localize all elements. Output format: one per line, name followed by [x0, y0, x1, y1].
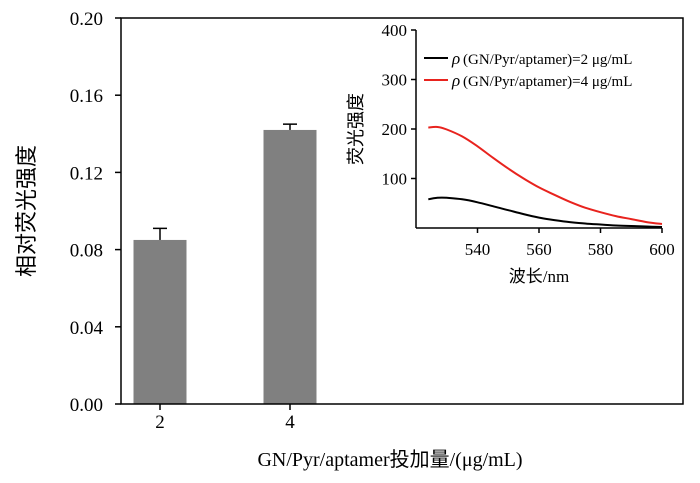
- inset-y-tick-label: 200: [382, 120, 408, 139]
- inset-legend: ρ (GN/Pyr/aptamer)=2 μg/mLρ (GN/Pyr/aptame…: [424, 49, 632, 90]
- inset-x-axis-label: 波长/nm: [509, 267, 569, 286]
- inset-x-tick-label: 580: [588, 240, 614, 259]
- bar-chart-frame: [120, 17, 684, 405]
- legend-symbol: ρ: [451, 49, 460, 68]
- y-tick-label: 0.12: [70, 163, 103, 184]
- bar-chart-x-axis-label: GN/Pyr/aptamer投加量/(μg/mL): [257, 448, 522, 471]
- legend-label: (GN/Pyr/aptamer)=2 μg/mL: [463, 52, 632, 68]
- series-line-1: [428, 196, 663, 228]
- series-line-2: [428, 125, 663, 225]
- y-tick-label: 0.20: [70, 9, 103, 30]
- bar-4: [263, 129, 317, 404]
- x-tick-label: 4: [285, 412, 295, 433]
- bar-2: [133, 239, 187, 404]
- x-tick-label: 2: [155, 412, 165, 433]
- legend-label: (GN/Pyr/aptamer)=4 μg/mL: [463, 74, 632, 90]
- bar-chart: 0.00 0.04 0.08 0.12 0.16 0.20 2 4 GN/Pyr/aptam…: [14, 9, 684, 471]
- inset-y-tick-label: 400: [382, 21, 408, 40]
- y-tick-label: 0.00: [70, 395, 103, 416]
- inset-y-tick-label: 300: [382, 71, 408, 90]
- inset-x-tick-label: 600: [649, 240, 675, 259]
- y-tick-label: 0.08: [70, 241, 103, 262]
- inset-x-tick-label: 540: [465, 240, 491, 259]
- bar-chart-y-axis-label: 相对荧光强度: [14, 145, 39, 277]
- y-tick-label: 0.04: [70, 318, 104, 339]
- inset-y-axis-label: 荧光强度: [346, 93, 366, 165]
- y-tick-label: 0.16: [70, 86, 103, 107]
- legend-symbol: ρ: [451, 71, 460, 90]
- inset-y-tick-label: 100: [382, 170, 408, 189]
- inset-line-chart: 100 200 300 400 540 560 580 600 波长/nm 荧光强度 ρ (G…: [346, 21, 675, 286]
- inset-x-tick-label: 560: [526, 240, 552, 259]
